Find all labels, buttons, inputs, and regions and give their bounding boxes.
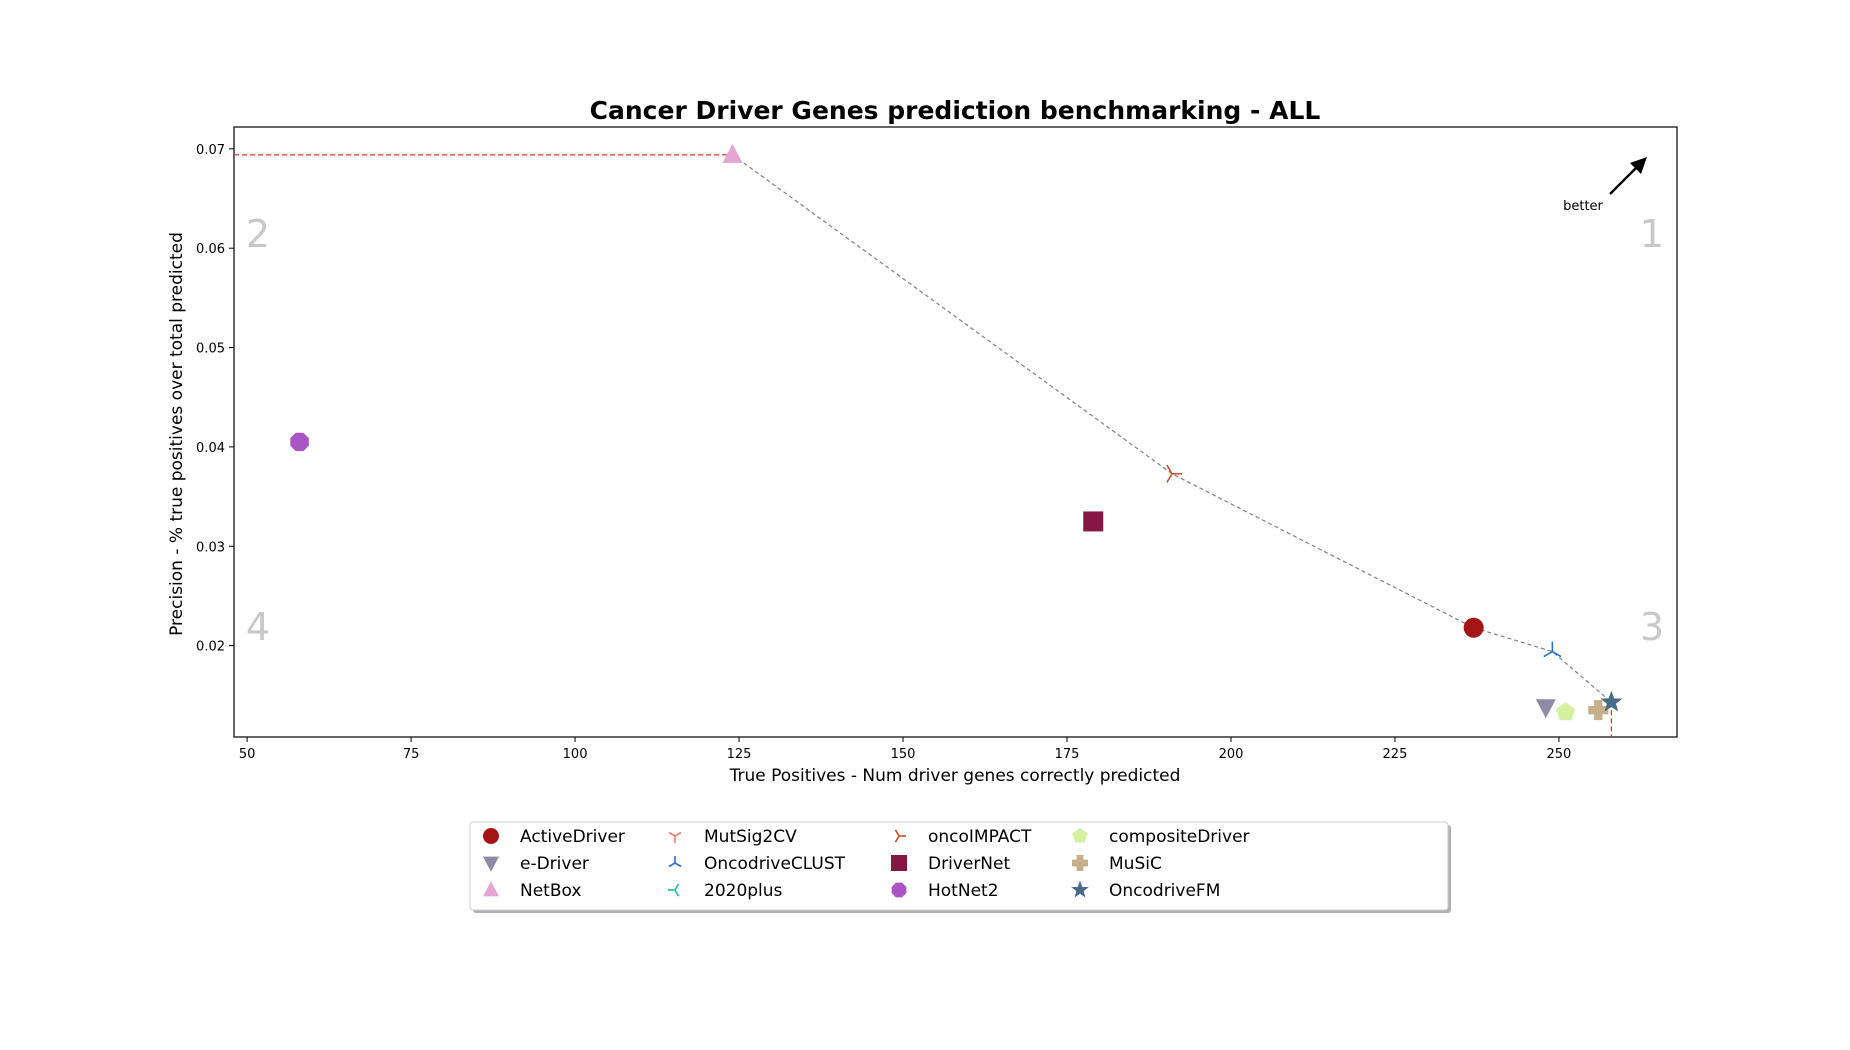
plot-frame xyxy=(233,126,1678,738)
legend-marker-oncoimpact xyxy=(894,829,906,843)
y-tick-label: 0.02 xyxy=(196,640,225,655)
point-oncodrivefm xyxy=(1600,690,1623,712)
y-axis-label: Precision - % true positives over total … xyxy=(167,232,187,636)
x-tick-label: 125 xyxy=(727,747,752,762)
legend-item-activedriver: ActiveDriver xyxy=(483,827,625,847)
x-tick-label: 150 xyxy=(891,747,916,762)
legend-marker-oncodrivefm xyxy=(1071,880,1089,898)
legend-label: MuSiC xyxy=(1109,854,1162,874)
legend-item-oncodrivefm: OncodriveFM xyxy=(1071,880,1220,901)
legend-item-e-driver: e-Driver xyxy=(483,854,589,874)
marker-stroke xyxy=(668,862,676,868)
data-points-layer xyxy=(290,143,1623,721)
legend-label: MutSig2CV xyxy=(704,827,797,847)
axes-layer: 50 75 100 125 150 175 200 225 250 0.02 0.03 0.04 0.0… xyxy=(196,143,1571,762)
marker-stroke xyxy=(894,835,900,843)
x-tick-label: 50 xyxy=(239,747,256,762)
x-tick-label: 100 xyxy=(563,747,588,762)
point-compositedriver xyxy=(1555,702,1576,721)
legend-box xyxy=(469,821,1449,911)
marker-stroke xyxy=(674,889,680,897)
legend-marker-drivernet xyxy=(891,855,907,871)
point-netbox xyxy=(722,143,743,163)
x-tick-label: 75 xyxy=(403,747,420,762)
point-oncoimpact xyxy=(1166,464,1182,483)
legend-marker-compositedriver xyxy=(1072,828,1088,843)
legend-marker-mutsig2cv xyxy=(668,831,682,843)
marker-stroke xyxy=(674,862,682,868)
better-arrow xyxy=(1609,164,1640,195)
legend-item-compositedriver: compositeDriver xyxy=(1072,827,1250,847)
legend-item-mutsig2cv: MutSig2CV xyxy=(668,827,797,847)
legend: ActiveDriver e-Driver NetBox MutSig2CV Oncod… xyxy=(469,821,1451,913)
x-tick-label: 200 xyxy=(1219,747,1244,762)
legend-label: OncodriveFM xyxy=(1109,881,1220,901)
better-annotation-text: better xyxy=(1563,199,1603,214)
legend-item-hotnet2: HotNet2 xyxy=(891,881,999,901)
point-drivernet xyxy=(1083,511,1104,532)
legend-item-drivernet: DriverNet xyxy=(891,854,1010,874)
legend-label: e-Driver xyxy=(520,854,589,874)
marker-stroke xyxy=(674,831,682,837)
legend-label: compositeDriver xyxy=(1109,827,1250,847)
legend-label: 2020plus xyxy=(704,881,783,901)
y-tick-label: 0.05 xyxy=(196,342,225,357)
legend-item-music: MuSiC xyxy=(1072,854,1162,874)
x-axis-label: True Positives - Num driver genes correc… xyxy=(729,766,1181,786)
chart-title: Cancer Driver Genes prediction benchmark… xyxy=(590,96,1321,125)
legend-label: oncoIMPACT xyxy=(928,827,1032,847)
legend-marker-music xyxy=(1072,855,1088,871)
x-tick-label: 175 xyxy=(1055,747,1080,762)
quadrant-label-4: 4 xyxy=(246,605,270,649)
marker-stroke xyxy=(894,829,900,837)
x-tick-label: 250 xyxy=(1547,747,1572,762)
legend-item-2020plus: 2020plus xyxy=(668,881,783,901)
legend-label: OncodriveCLUST xyxy=(704,854,846,874)
marker-stroke xyxy=(1166,464,1173,475)
pareto-front-layer xyxy=(234,154,1613,737)
quadrant-label-1: 1 xyxy=(1640,212,1664,256)
point-oncodriveclust xyxy=(1543,641,1562,658)
y-tick-label: 0.07 xyxy=(196,143,225,158)
legend-label: HotNet2 xyxy=(928,881,999,901)
marker-stroke xyxy=(1543,650,1553,658)
legend-label: ActiveDriver xyxy=(520,827,625,847)
marker-stroke xyxy=(668,831,676,837)
marker-stroke xyxy=(1166,473,1173,483)
legend-label: NetBox xyxy=(520,881,581,901)
legend-marker-hotnet2 xyxy=(891,882,907,898)
y-tick-label: 0.03 xyxy=(196,540,225,555)
marker-stroke xyxy=(674,883,680,891)
better-annotation: better xyxy=(1563,157,1647,214)
y-tick-label: 0.04 xyxy=(196,441,225,456)
marker-stroke xyxy=(1551,650,1562,658)
y-tick-label: 0.06 xyxy=(196,242,225,257)
better-arrowhead xyxy=(1630,157,1647,174)
point-hotnet2 xyxy=(290,432,309,452)
plot-area xyxy=(233,126,1678,738)
point-music xyxy=(1588,700,1609,721)
legend-marker-netbox xyxy=(483,881,499,897)
pareto-front-line xyxy=(732,154,1612,703)
legend-marker-activedriver xyxy=(483,828,499,844)
legend-item-oncoimpact: oncoIMPACT xyxy=(894,827,1032,847)
legend-marker-oncodriveclust xyxy=(668,856,682,868)
legend-item-netbox: NetBox xyxy=(483,881,581,901)
x-tick-label: 225 xyxy=(1383,747,1408,762)
point-e-driver xyxy=(1535,699,1556,719)
legend-marker-2020plus xyxy=(668,883,680,897)
legend-marker-e-driver xyxy=(483,856,499,872)
point-activedriver xyxy=(1463,617,1484,638)
quadrant-label-3: 3 xyxy=(1640,605,1664,649)
legend-label: DriverNet xyxy=(928,854,1010,874)
quadrant-label-2: 2 xyxy=(246,212,270,256)
legend-item-oncodriveclust: OncodriveCLUST xyxy=(668,854,846,874)
